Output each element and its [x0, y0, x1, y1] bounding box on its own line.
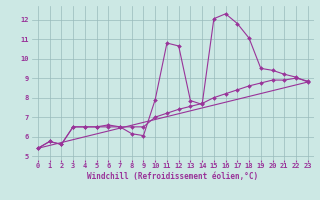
X-axis label: Windchill (Refroidissement éolien,°C): Windchill (Refroidissement éolien,°C) [87, 172, 258, 181]
